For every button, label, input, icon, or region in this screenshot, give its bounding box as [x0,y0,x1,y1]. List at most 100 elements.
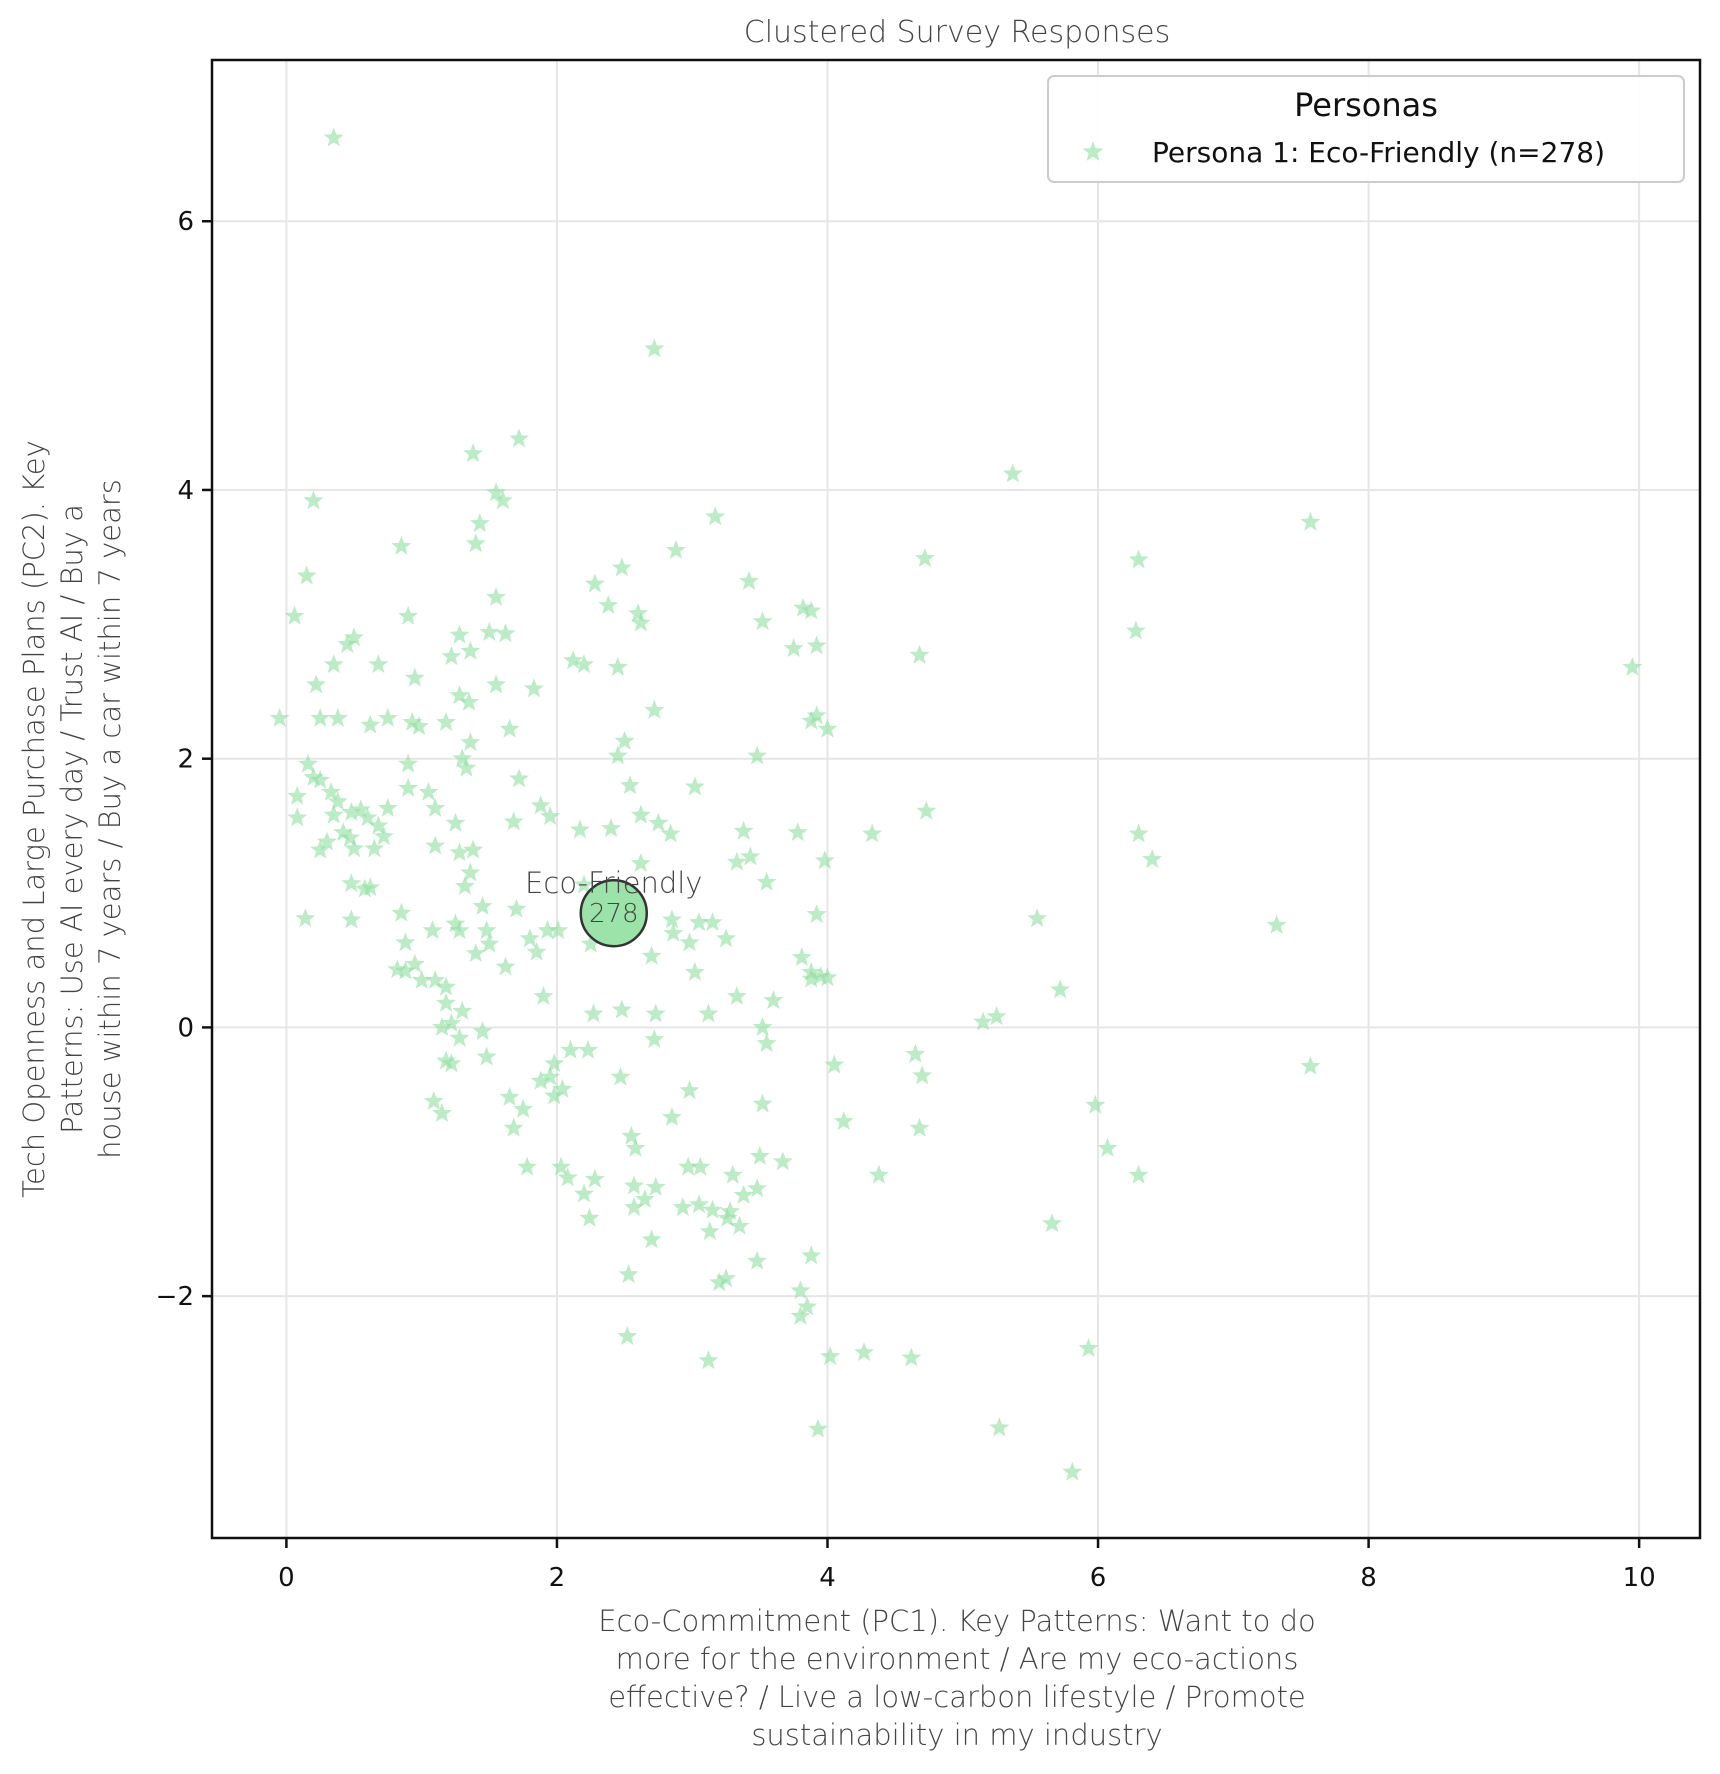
data-point [611,557,632,577]
y-tick-label: 4 [177,476,194,506]
data-point [986,1006,1007,1026]
data-point [624,1196,645,1216]
data-point [404,667,425,687]
grid-layer [212,60,1700,1538]
x-tick-label: 2 [549,1563,566,1593]
data-point [418,781,439,801]
data-point [1125,620,1146,640]
data-point [916,800,937,820]
data-point [1002,463,1023,483]
data-point [425,835,446,855]
data-point [452,1000,473,1020]
data-point [306,674,327,694]
data-point [431,1016,452,1036]
data-point [644,699,665,719]
data-point [465,943,486,963]
data-point [425,969,446,989]
data-point [580,933,601,953]
data-point [486,482,507,502]
data-point [469,513,490,533]
data-point [398,753,419,773]
data-point [648,812,669,832]
data-point [436,976,457,996]
data-point [584,573,605,593]
data-point [373,826,394,846]
data-point [630,852,651,872]
data-point [460,640,481,660]
data-point [663,922,684,942]
data-point [327,791,348,811]
data-point [287,785,308,805]
data-point [806,705,827,725]
data-point [310,769,331,789]
data-point [797,1296,818,1316]
data-point [901,1347,922,1367]
x-tick-label: 0 [278,1563,295,1593]
data-point [492,490,513,510]
data-point [499,1086,520,1106]
data-point [337,633,358,653]
data-point [517,1156,538,1176]
data-point [519,928,540,948]
legend: Personas Persona 1: Eco-Friendly (n=278) [1047,75,1685,183]
data-point [395,932,416,952]
data-point [552,1078,573,1098]
data-point [579,1207,600,1227]
data-point [436,992,457,1012]
data-point [1085,1094,1106,1114]
data-point [1142,848,1163,868]
data-point [486,586,507,606]
y-axis-label-line: Tech Openness and Large Purchase Plans (… [17,440,51,1198]
data-point [479,621,500,641]
data-point [574,1183,594,1203]
data-point [747,1250,768,1270]
data-point [716,1268,737,1288]
data-point [578,1039,599,1059]
data-point [989,1417,1010,1437]
data-point [672,1196,693,1216]
data-point [661,909,682,929]
data-point [456,757,477,777]
data-point [783,638,804,658]
x-axis-label-line: sustainability in my industry [751,1718,1162,1752]
x-tick-label: 10 [1623,1563,1656,1593]
data-point [690,1156,711,1176]
data-point [717,1207,738,1227]
data-point [344,838,365,858]
data-point [391,535,412,555]
data-point [607,745,628,765]
data-point [509,768,530,788]
y-tick-label: 0 [177,1013,194,1043]
data-point [817,967,838,987]
data-point [523,678,544,698]
data-point [752,1093,773,1113]
plot-frame [210,58,1702,1540]
data-point [303,767,324,786]
data-point [323,654,344,674]
data-point [540,805,561,825]
data-point [790,1305,811,1325]
data-point [698,1350,719,1370]
data-point [411,969,432,989]
data-point [333,822,354,842]
data-point [601,818,622,838]
data-point [327,707,348,727]
data-point [463,839,484,859]
data-point [607,656,628,676]
data-point [402,711,423,731]
data-point [679,1080,700,1100]
data-point [364,838,385,858]
data-point [423,1090,444,1110]
data-point [298,753,319,773]
data-point [620,775,640,795]
data-point [720,1201,741,1220]
data-point [398,605,419,625]
data-point [854,1342,874,1362]
data-point [598,595,619,615]
data-point [814,850,835,870]
data-point [465,533,486,553]
data-point [617,1325,638,1345]
data-point [296,565,317,585]
data-point [368,654,389,674]
